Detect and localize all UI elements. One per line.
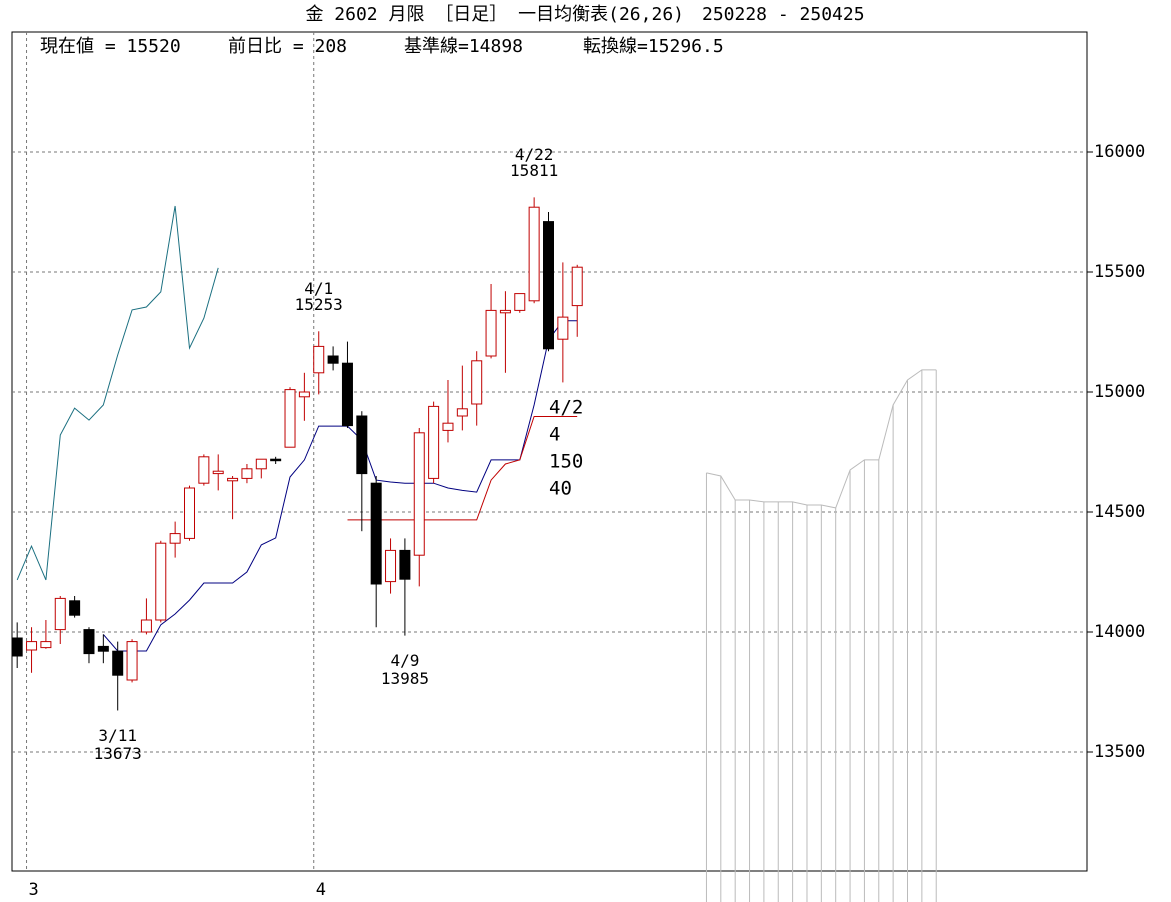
note-text: 40	[549, 478, 572, 500]
candle-body	[528, 206, 540, 302]
candle-body	[198, 456, 210, 484]
candle-body	[413, 432, 425, 556]
candle-body	[499, 309, 511, 314]
candle-body	[97, 645, 109, 652]
indicator-line	[102, 320, 578, 652]
candle-body	[140, 619, 152, 633]
candle-body	[184, 487, 195, 539]
candle-body	[11, 637, 23, 657]
note-text: 4	[549, 424, 560, 446]
candle-body	[557, 316, 569, 340]
y-tick-label: 14000	[1094, 622, 1145, 642]
candle-body	[485, 309, 497, 357]
annotation-value: 15811	[510, 161, 558, 180]
annotation-date: 3/11	[98, 726, 137, 745]
info-text: 基準線=14898	[404, 36, 523, 57]
candle-body	[40, 641, 52, 649]
candle-body	[169, 533, 181, 544]
candle-body	[471, 360, 483, 405]
candle-body	[514, 293, 526, 311]
candle-body	[83, 629, 95, 655]
candle-body	[571, 266, 583, 307]
annotation-value: 13985	[381, 669, 429, 688]
candle-body	[385, 549, 397, 583]
note-text: 4/2	[549, 397, 583, 419]
candle-body	[26, 641, 38, 651]
indicator-line	[16, 205, 219, 581]
candle-body	[241, 468, 253, 479]
y-tick-label: 14500	[1094, 502, 1145, 522]
candle-body	[356, 415, 368, 475]
plot-frame	[11, 31, 1088, 872]
candle-body	[399, 549, 411, 580]
candle-body	[227, 477, 239, 482]
y-tick-label: 13500	[1094, 742, 1145, 762]
info-text: 前日比 = 208	[228, 36, 347, 57]
y-tick-label: 15000	[1094, 382, 1145, 402]
x-tick-label: 4	[316, 880, 326, 900]
candle-body	[327, 355, 339, 364]
candle-body	[69, 600, 81, 616]
x-tick-label: 3	[29, 880, 39, 900]
annotation-value: 13673	[94, 744, 142, 763]
candle-body	[270, 458, 282, 462]
y-tick-label: 15500	[1094, 262, 1145, 282]
indicator-line	[347, 416, 578, 521]
candle-body	[54, 597, 66, 631]
chart-title: 金 2602 月限 ［日足］ 一目均衡表(26,26) 250228 - 250…	[305, 4, 864, 25]
candle-body	[212, 470, 224, 475]
info-text: 現在値 = 15520	[40, 36, 181, 57]
annotation-date: 4/9	[390, 651, 419, 670]
candle-body	[155, 542, 167, 621]
annotation-date: 4/1	[304, 279, 333, 298]
info-text: 転換線=15296.5	[583, 36, 724, 57]
candle-body	[428, 405, 440, 479]
candle-body	[284, 389, 296, 448]
candle-body	[126, 641, 138, 681]
y-tick-label: 16000	[1094, 142, 1145, 162]
annotation-value: 15253	[295, 295, 343, 314]
candle-body	[370, 482, 382, 585]
candle-body	[456, 408, 468, 417]
note-text: 150	[549, 451, 583, 473]
candle-body	[313, 345, 325, 374]
cloud-edge	[706, 369, 937, 509]
annotation-date: 4/22	[515, 145, 554, 164]
candle-body	[543, 221, 554, 350]
candle-body	[341, 362, 353, 427]
candle-body	[298, 391, 310, 398]
candle-body	[442, 422, 454, 431]
candle-body	[112, 650, 124, 676]
candle-body	[255, 458, 267, 470]
